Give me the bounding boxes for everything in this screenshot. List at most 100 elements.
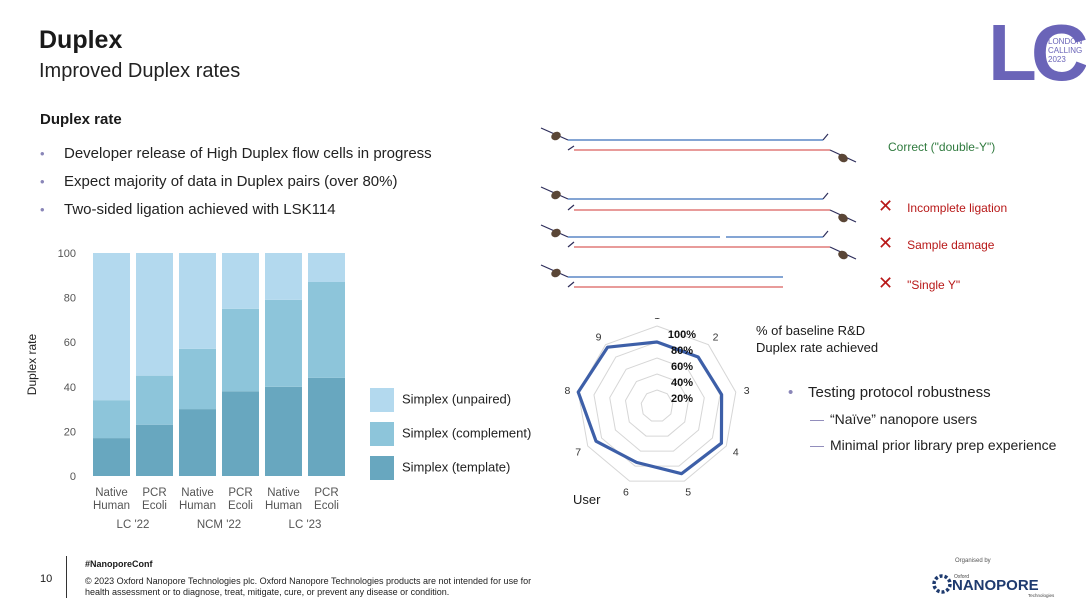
radar-caption-line: Duplex rate achieved <box>756 340 879 355</box>
radar-axis-label: 5 <box>685 487 691 499</box>
y-axis-label: Duplex rate <box>25 333 39 395</box>
bar-segment-complement <box>179 348 216 410</box>
slide-title: Duplex <box>39 26 123 54</box>
adapter-icon <box>551 190 561 200</box>
bar-segment-complement <box>265 299 302 387</box>
adapter-icon <box>838 153 848 163</box>
y-tick-label: 100 <box>58 248 76 260</box>
cross-icon: ✕ <box>878 196 894 216</box>
adapter-icon <box>838 250 848 260</box>
nanopore-logo: Oxford NANOPORE Technologies <box>932 574 1055 598</box>
bullet-item: • Two-sided ligation achieved with LSK114 <box>40 196 432 224</box>
adapter-icon <box>551 228 561 238</box>
brand-small-bottom: Technologies <box>1028 593 1055 598</box>
bar-segment-template <box>265 386 302 476</box>
radar-ring-label: 40% <box>671 377 693 389</box>
x-tick-label: Native <box>181 487 214 499</box>
bar-segment-unpaired <box>136 253 173 376</box>
bullet-text: Testing protocol robustness <box>808 384 991 401</box>
legend-label: Simplex (unpaired) <box>402 391 512 407</box>
x-tick-label: Human <box>265 500 302 512</box>
y-tick-label: 40 <box>64 382 76 394</box>
x-tick-label: Human <box>179 500 216 512</box>
bar-segment-complement <box>222 308 259 392</box>
bullet-item: • Testing protocol robustness <box>788 380 1056 406</box>
adapter-tail <box>822 230 829 238</box>
london-calling-logo: LC LONDON CALLING 2023 <box>988 14 1086 84</box>
bar-segment-unpaired <box>222 253 259 309</box>
logo-line-3: 2023 <box>1048 55 1066 64</box>
sub-bullet-text: “Naïve” nanopore users <box>830 411 978 427</box>
section-title: Duplex rate <box>40 111 122 128</box>
group-label: LC '22 <box>117 519 150 531</box>
dash-marker: — <box>810 437 824 453</box>
x-tick-label: PCR <box>142 487 166 499</box>
radar-ring <box>640 389 674 422</box>
brand-name: NANOPORE <box>952 577 1039 594</box>
cross-icon: ✕ <box>878 273 894 293</box>
bar-segment-complement <box>136 375 173 425</box>
radar-series-line <box>576 340 724 476</box>
ligation-diagram <box>540 127 857 288</box>
bar-segment-unpaired <box>265 253 302 300</box>
footer-divider <box>66 556 67 598</box>
chart-legend: Simplex (unpaired) Simplex (complement) Si… <box>370 388 540 488</box>
bar-segment-complement <box>93 400 130 439</box>
bar-segment-unpaired <box>308 253 345 282</box>
bullet-marker: • <box>40 146 45 161</box>
legend-label: Simplex (template) <box>402 459 511 475</box>
adapter-icon <box>838 213 848 223</box>
x-tick-label: Native <box>95 487 128 499</box>
bar-segment-unpaired <box>93 253 130 401</box>
duplex-radar-chart: 1 2 3 4 5 6 7 8 9 100% 80% 60% 40% 20% <box>564 318 749 499</box>
y-tick-label: 60 <box>64 337 76 349</box>
x-tick-label: Ecoli <box>314 500 339 512</box>
dash-marker: — <box>810 411 824 427</box>
label-damage: ✕ Sample damage <box>878 233 995 253</box>
bullet-text: Developer release of High Duplex flow ce… <box>64 145 432 162</box>
x-tick-label: PCR <box>228 487 252 499</box>
group-label: LC '23 <box>289 519 322 531</box>
organised-by-label: Organised by <box>955 558 991 564</box>
logo-letters: LC <box>988 14 1086 84</box>
adapter-tail <box>567 204 575 211</box>
copyright-notice: © 2023 Oxford Nanopore Technologies plc.… <box>85 576 532 597</box>
legend-item: Simplex (template) <box>370 456 510 480</box>
radar-ring-label: 80% <box>671 345 693 357</box>
radar-ring <box>609 357 705 452</box>
legend-swatch <box>370 422 394 446</box>
logo-line-2: CALLING <box>1048 46 1082 55</box>
radar-axis-label: 6 <box>623 487 629 499</box>
radar-ring <box>577 325 737 482</box>
sub-bullet-item: — Minimal prior library prep experience <box>788 432 1056 458</box>
adapter-icon <box>551 131 561 141</box>
x-tick-label: Human <box>93 500 130 512</box>
bullet-list: • Developer release of High Duplex flow c… <box>40 140 432 224</box>
label-single: ✕ "Single Y" <box>878 273 961 293</box>
label-incomplete: ✕ Incomplete ligation <box>878 196 1008 216</box>
sub-bullet-item: — “Naïve” nanopore users <box>788 406 1056 432</box>
cross-icon: ✕ <box>878 233 894 253</box>
bar-segment-template <box>93 438 130 476</box>
adapter-tail <box>567 281 575 288</box>
legend-item: Simplex (complement) <box>370 422 531 446</box>
y-tick-label: 80 <box>64 293 76 305</box>
bar-segment-template <box>308 377 345 476</box>
radar-ring-label: 100% <box>668 329 696 341</box>
bullet-marker: • <box>40 202 45 217</box>
bar-segment-unpaired <box>179 253 216 349</box>
adapter-tail <box>822 133 829 141</box>
radar-user-label: User <box>573 492 601 507</box>
bullet-marker: • <box>40 174 45 189</box>
adapter-tail <box>567 145 575 151</box>
radar-ring <box>624 373 690 437</box>
page-number: 10 <box>40 573 53 585</box>
x-tick-label: Ecoli <box>142 500 167 512</box>
slide-subtitle: Improved Duplex rates <box>39 60 241 82</box>
y-tick-label: 20 <box>64 426 76 438</box>
radar-axis-label: 2 <box>713 331 719 343</box>
brand-small-top: Oxford <box>954 574 969 580</box>
adapter-tail <box>567 241 575 248</box>
bullet-item: • Developer release of High Duplex flow c… <box>40 140 432 168</box>
legend-item: Simplex (unpaired) <box>370 388 511 412</box>
